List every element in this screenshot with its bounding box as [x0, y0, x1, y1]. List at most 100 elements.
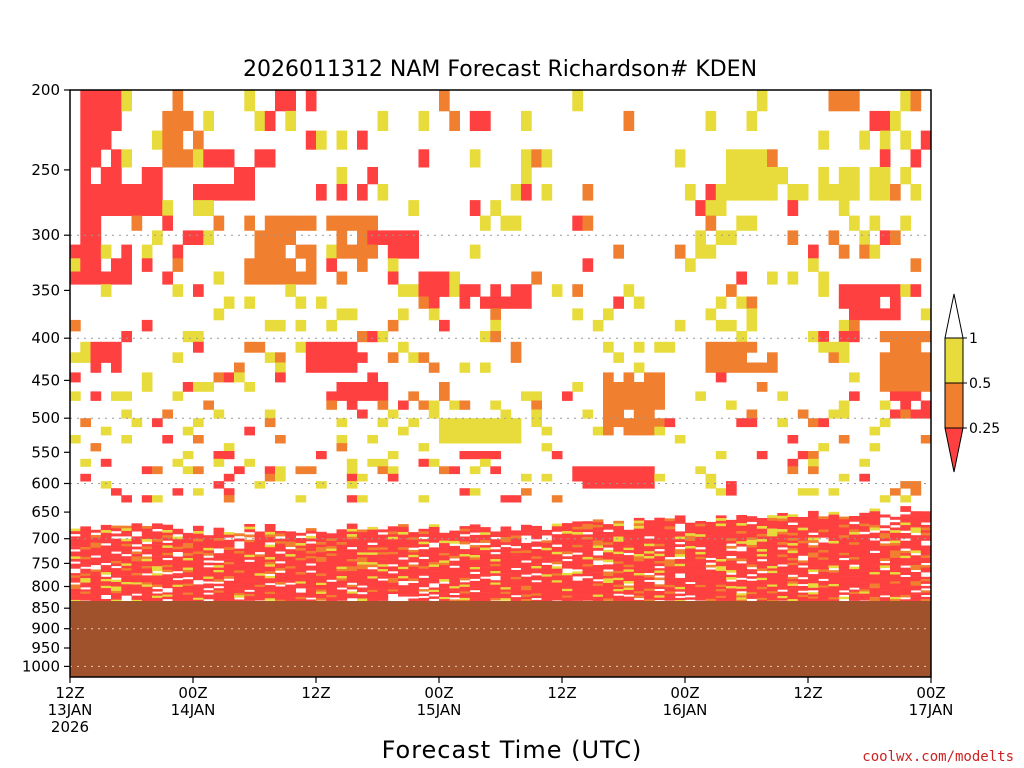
ri-cell: [818, 585, 829, 588]
ri-cell: [767, 580, 778, 583]
ri-cell: [100, 588, 112, 591]
ri-cell: [326, 577, 337, 580]
ri-cell: [295, 495, 307, 503]
ri-cell: [162, 110, 173, 131]
ri-cell: [736, 531, 747, 534]
ri-cell: [644, 473, 655, 482]
ri-cell: [797, 562, 809, 566]
ri-cell: [408, 576, 419, 579]
ri-cell: [428, 296, 440, 309]
ri-cell: [551, 495, 563, 503]
ri-cell: [141, 167, 153, 185]
ri-cell: [746, 296, 758, 309]
ri-cell: [808, 488, 819, 496]
ri-cell: [715, 556, 727, 560]
ri-cell: [100, 426, 112, 436]
ri-cell: [162, 581, 173, 584]
ri-cell: [336, 215, 348, 231]
ri-cell: [469, 418, 481, 428]
ri-cell: [80, 130, 91, 150]
ri-cell: [828, 543, 840, 547]
ri-cell: [254, 546, 266, 550]
ri-cell: [428, 284, 440, 297]
ri-cell: [674, 554, 686, 557]
ri-cell: [582, 593, 594, 597]
ri-cell: [152, 495, 163, 503]
y-tick-label: 850: [31, 599, 60, 617]
ri-cell: [849, 594, 860, 597]
ri-cell: [172, 591, 184, 594]
ri-cell: [326, 541, 337, 544]
ri-cell: [254, 534, 266, 537]
ri-cell: [541, 552, 553, 556]
heatmap-cells: [70, 90, 932, 602]
ri-cell: [838, 524, 850, 528]
ri-cell: [357, 552, 368, 556]
ri-cell: [582, 571, 594, 574]
ri-cell: [223, 596, 235, 599]
ri-cell: [828, 538, 840, 542]
ri-cell: [756, 591, 768, 594]
ri-cell: [367, 547, 378, 551]
ri-cell: [295, 555, 307, 559]
ri-cell: [756, 382, 768, 392]
ri-cell: [500, 552, 512, 555]
ri-cell: [469, 569, 481, 572]
ri-cell: [439, 535, 450, 539]
ri-cell: [787, 271, 799, 285]
ri-cell: [172, 539, 184, 542]
ri-cell: [428, 547, 440, 551]
ri-cell: [900, 577, 911, 580]
ri-cell: [777, 531, 788, 535]
ri-cell: [869, 562, 881, 566]
ri-cell: [264, 149, 276, 168]
ri-cell: [398, 341, 409, 353]
credit-text: coolwx.com/modelts: [862, 749, 1014, 765]
ri-cell: [459, 554, 471, 557]
ri-cell: [674, 244, 686, 259]
ri-cell: [674, 577, 686, 581]
ri-cell: [131, 418, 143, 428]
ri-cell: [510, 495, 522, 503]
ri-cell: [193, 149, 204, 168]
ri-cell: [264, 559, 276, 563]
ri-cell: [849, 539, 860, 543]
ri-cell: [336, 591, 348, 595]
ri-cell: [715, 575, 727, 579]
ri-cell: [736, 520, 747, 524]
ri-cell: [818, 555, 829, 558]
ri-cell: [193, 556, 204, 559]
ri-cell: [797, 594, 809, 598]
ri-cell: [408, 583, 419, 586]
ri-cell: [654, 418, 665, 428]
ri-cell: [357, 537, 368, 541]
ri-cell: [777, 578, 788, 581]
ri-cell: [859, 544, 870, 548]
ri-cell: [869, 524, 881, 528]
ri-cell: [264, 537, 276, 540]
ri-cell: [408, 554, 419, 558]
ri-cell: [223, 443, 235, 452]
ri-cell: [193, 573, 204, 576]
ri-cell: [141, 591, 153, 594]
ri-cell: [705, 341, 717, 353]
ri-cell: [439, 599, 450, 602]
ri-cell: [572, 215, 583, 231]
ri-cell: [387, 531, 399, 535]
ri-cell: [500, 547, 512, 550]
ri-cell: [316, 596, 327, 599]
ri-cell: [346, 495, 358, 503]
ri-cell: [172, 544, 184, 547]
ri-cell: [664, 518, 676, 522]
ri-cell: [162, 527, 173, 531]
ri-cell: [572, 571, 583, 574]
ri-cell: [736, 599, 747, 602]
ri-cell: [275, 593, 286, 596]
ri-cell: [890, 516, 901, 520]
ri-cell: [469, 149, 481, 168]
ri-cell: [808, 587, 819, 591]
ri-cell: [387, 534, 399, 538]
ri-cell: [223, 544, 235, 548]
ri-cell: [521, 552, 532, 556]
ri-cell: [879, 588, 891, 591]
